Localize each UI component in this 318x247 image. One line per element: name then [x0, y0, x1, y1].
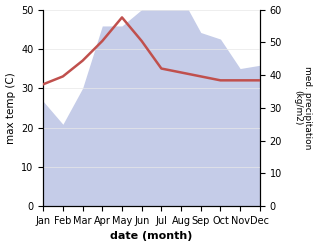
X-axis label: date (month): date (month) [110, 231, 193, 242]
Y-axis label: max temp (C): max temp (C) [5, 72, 16, 144]
Y-axis label: med. precipitation
(kg/m2): med. precipitation (kg/m2) [293, 66, 313, 149]
